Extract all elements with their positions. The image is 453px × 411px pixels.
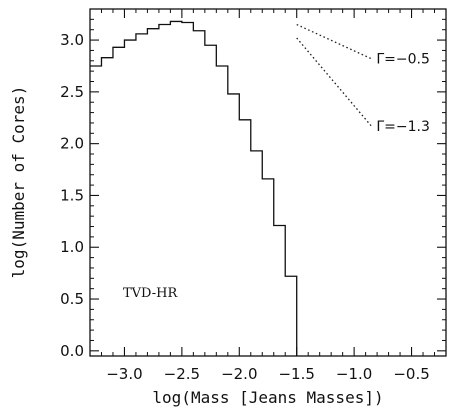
reference-slope-lines: Γ=−0.5 Γ=−1.3 [296, 23, 430, 135]
y-tick-label: 0.0 [60, 342, 84, 360]
histogram-step-line [90, 20, 298, 356]
slope-label: Γ=−0.5 [376, 52, 430, 68]
reference-slope-line [296, 37, 372, 127]
y-tick-label: 1.5 [60, 186, 84, 204]
x-axis-title: log(Mass [Jeans Masses]) [152, 388, 383, 407]
x-tick-label: −2.5 [164, 365, 200, 383]
x-tick-label: −1.0 [336, 365, 372, 383]
x-tick-label: −1.5 [278, 365, 314, 383]
y-tick-label: 1.0 [60, 238, 84, 256]
x-tick-label: −2.0 [221, 365, 257, 383]
y-tick-labels: 0.0 0.5 1.0 1.5 2.0 2.5 3.0 [60, 31, 84, 360]
dataset-label: TVD-HR [123, 286, 178, 301]
y-tick-label: 0.5 [60, 290, 84, 308]
x-tick-labels: −3.0 −2.5 −2.0 −1.5 −1.0 −0.5 [106, 365, 430, 383]
reference-slope-line [296, 23, 372, 60]
plot-frame [89, 8, 447, 357]
y-tick-label: 2.0 [60, 135, 84, 153]
y-tick-label: 2.5 [60, 83, 84, 101]
x-tick-label: −0.5 [393, 365, 429, 383]
axis-ticks [89, 9, 447, 356]
y-axis-title: log(Number of Cores) [9, 86, 28, 279]
y-tick-label: 3.0 [60, 31, 84, 49]
x-tick-label: −3.0 [106, 365, 142, 383]
slope-label: Γ=−1.3 [376, 119, 430, 135]
